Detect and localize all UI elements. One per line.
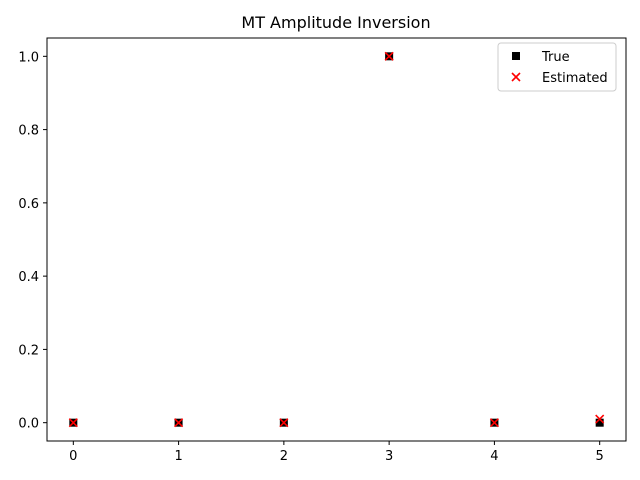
legend-box — [497, 42, 617, 92]
y-tick-label: 1.0 — [18, 50, 39, 65]
x-marker-stroke — [174, 418, 184, 428]
data-point — [279, 418, 289, 428]
series-true — [69, 52, 604, 427]
y-tick-label: 0.2 — [18, 343, 39, 358]
x-marker-stroke — [384, 51, 394, 61]
y-tick-label: 0.4 — [18, 270, 39, 285]
y-tick-label: 0.8 — [18, 124, 39, 139]
y-tick-label: 0.6 — [18, 197, 39, 212]
legend-label: Estimated — [542, 71, 608, 86]
plot-area: 0 1 2 3 4 5 0.0 0.2 0.4 0.6 0.8 1.0 — [18, 37, 627, 464]
data-point — [595, 418, 604, 427]
x-tick-label: 1 — [174, 449, 182, 464]
x-tick-label: 0 — [69, 449, 77, 464]
x-tick-label: 4 — [490, 449, 498, 464]
data-point — [384, 51, 394, 61]
axes-frame — [46, 37, 627, 442]
data-point — [174, 418, 184, 428]
x-marker-stroke — [279, 418, 289, 428]
legend-marker — [511, 72, 521, 82]
chart-title: MT Amplitude Inversion — [241, 13, 430, 32]
x-tick-label: 3 — [385, 449, 393, 464]
data-point — [595, 414, 605, 424]
legend-marker — [512, 52, 520, 60]
series-estimated — [68, 51, 605, 428]
x-marker-stroke — [68, 418, 78, 428]
data-point — [68, 418, 78, 428]
legend-label: True — [541, 50, 570, 65]
data-points — [68, 51, 605, 428]
x-marker-stroke — [489, 418, 499, 428]
legend: True Estimated — [497, 42, 617, 92]
x-marker-stroke — [511, 72, 521, 82]
data-point — [489, 418, 499, 428]
x-marker-stroke — [595, 414, 605, 424]
y-tick-label: 0.0 — [18, 417, 39, 432]
x-tick-label: 2 — [280, 449, 288, 464]
x-tick-label: 5 — [596, 449, 604, 464]
